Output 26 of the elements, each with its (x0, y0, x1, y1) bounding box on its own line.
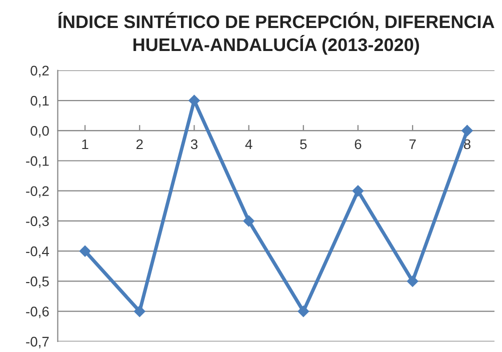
y-tick-label: 0,1 (30, 96, 49, 108)
x-tick-label: 6 (354, 139, 362, 150)
point (352, 185, 364, 196)
y-tick-label: 0,0 (30, 126, 49, 138)
point (188, 94, 200, 106)
y-tick-label: -0,3 (26, 216, 49, 228)
y-tick-label: 0,2 (30, 66, 49, 78)
point (243, 215, 254, 227)
x-tick-label: 4 (245, 139, 252, 150)
y-tick-label: -0,5 (26, 276, 49, 288)
x-tick-label: 1 (82, 139, 88, 150)
y-tick-label: -0,7 (26, 336, 49, 348)
x-tick-label: 2 (136, 139, 143, 150)
point (134, 306, 146, 317)
x-tick-label: 5 (300, 139, 307, 150)
x-tick-label: 7 (409, 139, 416, 150)
x-tick-label: 3 (190, 139, 198, 150)
y-tick-label: -0,4 (26, 246, 49, 258)
point (406, 276, 418, 287)
y-tick-label: -0,6 (26, 306, 49, 318)
y-tick-label: -0,1 (26, 156, 49, 168)
point (462, 125, 473, 136)
point (79, 245, 91, 257)
point (298, 306, 309, 317)
chart-title: ÍNDICE SINTÉTICO DE PERCEPCIÓN, DIFERENCIA HUELVA-ANDALUCÍA (2013-2020) (58, 12, 494, 55)
y-tick-label: -0,2 (26, 186, 49, 198)
